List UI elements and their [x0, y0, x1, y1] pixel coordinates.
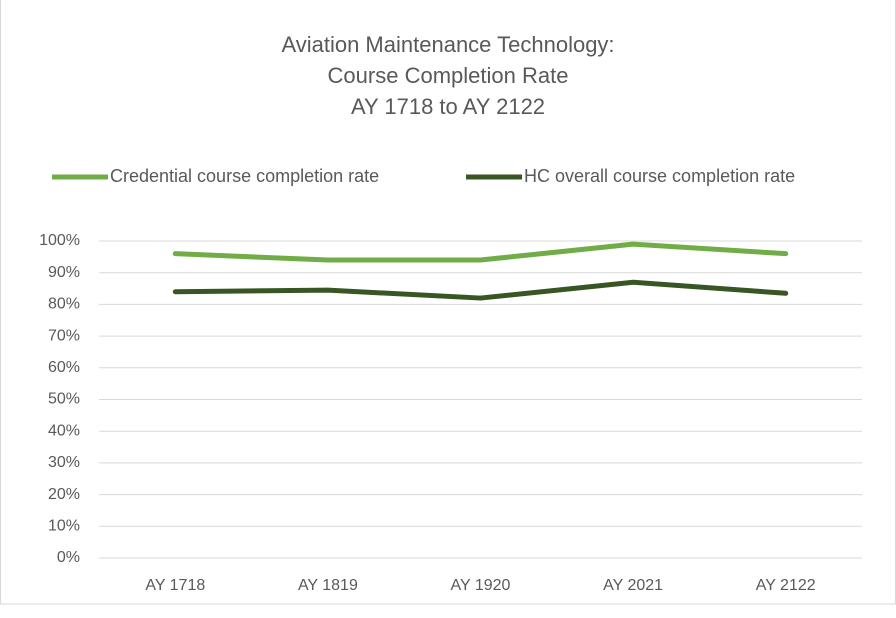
chart-title: Aviation Maintenance Technology:: [281, 32, 614, 57]
x-tick-label: AY 1718: [145, 577, 205, 594]
y-tick-label: 70%: [48, 327, 80, 344]
chart-title: AY 1718 to AY 2122: [351, 94, 545, 119]
y-tick-label: 50%: [48, 391, 80, 408]
y-tick-label: 20%: [48, 486, 80, 503]
y-tick-label: 80%: [48, 296, 80, 313]
legend-label: HC overall course completion rate: [524, 166, 795, 186]
series-line: [172, 279, 789, 301]
x-tick-label: AY 1920: [451, 577, 511, 594]
x-tick-label: AY 2122: [756, 577, 816, 594]
chart-border: [0, 0, 896, 605]
y-tick-label: 10%: [48, 518, 80, 535]
y-tick-label: 60%: [48, 359, 80, 376]
x-tick-label: AY 1819: [298, 577, 358, 594]
x-tick-label: AY 2021: [603, 577, 663, 594]
legend-label: Credential course completion rate: [110, 166, 379, 186]
y-tick-label: 90%: [48, 264, 80, 281]
series-line: [172, 241, 789, 263]
chart-title: Course Completion Rate: [328, 63, 569, 88]
y-tick-label: 40%: [48, 422, 80, 439]
y-tick-label: 100%: [39, 232, 80, 249]
y-tick-label: 30%: [48, 454, 80, 471]
y-tick-label: 0%: [57, 549, 80, 566]
